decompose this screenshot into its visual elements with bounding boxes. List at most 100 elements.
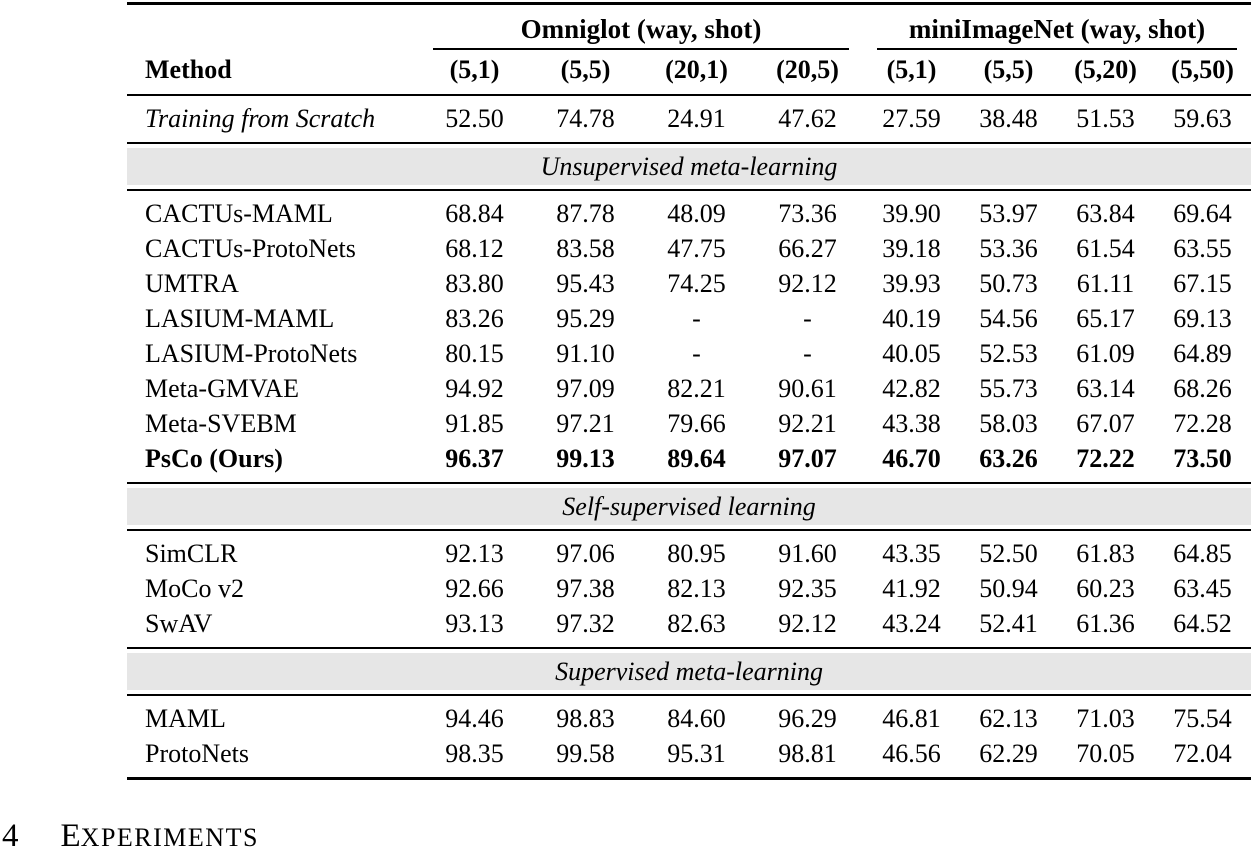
section-title-smallcaps: XPERIMENTS	[80, 823, 259, 852]
value-cell: 96.37	[445, 444, 504, 473]
method-name: CACTUs-MAML	[145, 199, 333, 228]
table-row: LASIUM-ProtoNets 80.15 91.10 - - 40.05 52.53 61…	[127, 336, 1251, 371]
section-band-row: Unsupervised meta-learning	[127, 142, 1252, 191]
section-band-row: Self-supervised learning	[127, 482, 1252, 531]
column-header-row: Method (5,1) (5,5) (20,1) (20,5) (5,1) (…	[127, 50, 1252, 96]
table-row: CACTUs-MAML 68.84 87.78 48.09 73.36 39.90 53.9…	[127, 190, 1251, 231]
col-header-mini-5-5: (5,5)	[960, 50, 1058, 96]
col-header-omniglot-20-1: (20,1)	[641, 50, 752, 96]
group-header-spacer	[127, 2, 419, 50]
value-cell: 75.54	[1173, 704, 1232, 733]
value-cell: 27.59	[882, 104, 941, 133]
value-cell: 52.53	[979, 339, 1038, 368]
section-band-title: Self-supervised learning	[127, 488, 1252, 525]
value-cell: 59.63	[1173, 104, 1232, 133]
value-cell: 46.81	[882, 704, 941, 733]
method-name: CACTUs-ProtoNets	[145, 234, 356, 263]
value-cell: 63.26	[979, 444, 1038, 473]
value-cell: 61.83	[1076, 539, 1135, 568]
value-cell: 92.12	[778, 269, 837, 298]
value-cell: 97.07	[778, 444, 837, 473]
value-cell: 68.26	[1173, 374, 1232, 403]
value-cell: 79.66	[667, 409, 726, 438]
section-band-title: Unsupervised meta-learning	[127, 148, 1252, 185]
value-cell: 60.23	[1076, 574, 1135, 603]
value-cell: 62.29	[960, 736, 1058, 780]
value-cell: 51.53	[1076, 104, 1135, 133]
value-cell: 98.83	[556, 704, 615, 733]
value-cell: 83.58	[556, 234, 615, 263]
results-table: Omniglot (way, shot) miniImageNet (way, …	[127, 2, 1252, 780]
col-header-mini-5-1: (5,1)	[863, 50, 961, 96]
value-cell: 40.05	[882, 339, 941, 368]
value-cell: 63.55	[1173, 234, 1232, 263]
value-cell: 83.26	[445, 304, 504, 333]
value-cell: 43.24	[882, 609, 941, 638]
group-header-omniglot: Omniglot (way, shot)	[419, 2, 864, 50]
section-band-row: Supervised meta-learning	[127, 647, 1252, 696]
value-cell: 91.60	[778, 539, 837, 568]
value-cell: 64.85	[1173, 539, 1232, 568]
value-cell: 54.56	[979, 304, 1038, 333]
value-cell: -	[692, 304, 701, 333]
method-name: Training from Scratch	[145, 104, 376, 133]
value-cell: 82.13	[667, 574, 726, 603]
value-cell: 67.07	[1076, 409, 1135, 438]
method-name: LASIUM-MAML	[145, 304, 335, 333]
value-cell: 92.13	[445, 539, 504, 568]
value-cell: 92.21	[778, 409, 837, 438]
value-cell: 65.17	[1076, 304, 1135, 333]
method-name: PsCo (Ours)	[145, 444, 283, 473]
method-name: SwAV	[145, 609, 213, 638]
value-cell: 63.84	[1076, 199, 1135, 228]
value-cell: 66.27	[778, 234, 837, 263]
value-cell: 89.64	[667, 444, 726, 473]
value-cell: 72.22	[1076, 444, 1135, 473]
value-cell: 64.52	[1173, 609, 1232, 638]
col-header-omniglot-5-5: (5,5)	[530, 50, 641, 96]
method-name: ProtoNets	[127, 736, 419, 780]
value-cell: 97.38	[556, 574, 615, 603]
value-cell: 69.13	[1173, 304, 1232, 333]
value-cell: 62.13	[979, 704, 1038, 733]
value-cell: 99.58	[530, 736, 641, 780]
value-cell: 68.84	[445, 199, 504, 228]
miniimagenet-group-label: miniImageNet (way, shot)	[877, 14, 1238, 50]
value-cell: 94.46	[445, 704, 504, 733]
value-cell: 40.19	[882, 304, 941, 333]
value-cell: 72.28	[1173, 409, 1232, 438]
value-cell: 43.38	[882, 409, 941, 438]
method-name: Meta-GMVAE	[145, 374, 300, 403]
value-cell: 74.25	[667, 269, 726, 298]
value-cell: 99.13	[556, 444, 615, 473]
section-title: EXPERIMENTS	[61, 818, 259, 856]
value-cell: 97.09	[556, 374, 615, 403]
method-name: LASIUM-ProtoNets	[145, 339, 358, 368]
value-cell: 53.97	[979, 199, 1038, 228]
value-cell: 80.15	[445, 339, 504, 368]
value-cell: 98.81	[752, 736, 864, 780]
value-cell: 96.29	[778, 704, 837, 733]
value-cell: 95.29	[556, 304, 615, 333]
value-cell: 84.60	[667, 704, 726, 733]
col-header-mini-5-20: (5,20)	[1057, 50, 1155, 96]
table-row: Meta-GMVAE 94.92 97.09 82.21 90.61 42.82 55.73…	[127, 371, 1251, 406]
section-band-title: Supervised meta-learning	[127, 653, 1252, 690]
table-row: CACTUs-ProtoNets 68.12 83.58 47.75 66.27 39.1…	[127, 231, 1251, 266]
method-name: Meta-SVEBM	[145, 409, 297, 438]
value-cell: 74.78	[556, 104, 615, 133]
section-band-cell: Unsupervised meta-learning	[127, 142, 1252, 191]
group-header-row: Omniglot (way, shot) miniImageNet (way, …	[127, 2, 1252, 50]
value-cell: 94.92	[445, 374, 504, 403]
value-cell: 50.73	[979, 269, 1038, 298]
value-cell: 38.48	[979, 104, 1038, 133]
value-cell: 95.31	[641, 736, 752, 780]
value-cell: 91.85	[445, 409, 504, 438]
value-cell: 70.05	[1057, 736, 1155, 780]
value-cell: 53.36	[979, 234, 1038, 263]
value-cell: 82.63	[667, 609, 726, 638]
value-cell: 43.35	[882, 539, 941, 568]
col-header-omniglot-20-5: (20,5)	[752, 50, 864, 96]
value-cell: -	[692, 339, 701, 368]
